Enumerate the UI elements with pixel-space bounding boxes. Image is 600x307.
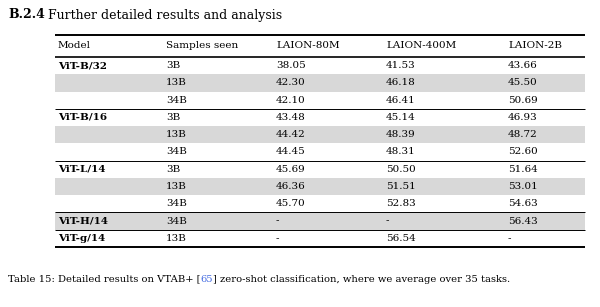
Text: 46.41: 46.41 bbox=[386, 96, 416, 105]
Text: Samples seen: Samples seen bbox=[166, 41, 238, 50]
Text: 52.83: 52.83 bbox=[386, 199, 416, 208]
Text: 48.72: 48.72 bbox=[508, 130, 538, 139]
Bar bbox=[55, 126, 585, 143]
Text: 45.69: 45.69 bbox=[276, 165, 306, 174]
Text: 50.50: 50.50 bbox=[386, 165, 416, 174]
Text: 44.42: 44.42 bbox=[276, 130, 306, 139]
Text: 52.60: 52.60 bbox=[508, 147, 538, 157]
Text: 13B: 13B bbox=[166, 182, 187, 191]
Text: 45.50: 45.50 bbox=[508, 78, 538, 87]
Text: 3B: 3B bbox=[166, 61, 180, 70]
Text: 43.66: 43.66 bbox=[508, 61, 538, 70]
Text: LAION-400M: LAION-400M bbox=[386, 41, 456, 50]
Text: Table 15: Detailed results on VTAB+ [: Table 15: Detailed results on VTAB+ [ bbox=[8, 274, 200, 283]
Text: 54.63: 54.63 bbox=[508, 199, 538, 208]
Text: 38.05: 38.05 bbox=[276, 61, 306, 70]
Text: 56.54: 56.54 bbox=[386, 234, 416, 243]
Text: 13B: 13B bbox=[166, 130, 187, 139]
Text: 3B: 3B bbox=[166, 165, 180, 174]
Text: B.2.4: B.2.4 bbox=[8, 9, 45, 21]
Text: 48.31: 48.31 bbox=[386, 147, 416, 157]
Text: -: - bbox=[508, 234, 511, 243]
Text: 65: 65 bbox=[200, 274, 213, 283]
Text: 34B: 34B bbox=[166, 147, 187, 157]
Text: Model: Model bbox=[58, 41, 91, 50]
Text: ViT-H/14: ViT-H/14 bbox=[58, 217, 108, 226]
Text: 43.48: 43.48 bbox=[276, 113, 306, 122]
Text: 45.14: 45.14 bbox=[386, 113, 416, 122]
Text: ViT-B/32: ViT-B/32 bbox=[58, 61, 107, 70]
Text: LAION-80M: LAION-80M bbox=[276, 41, 340, 50]
Text: 34B: 34B bbox=[166, 96, 187, 105]
Text: 41.53: 41.53 bbox=[386, 61, 416, 70]
Bar bbox=[55, 212, 585, 230]
Text: -: - bbox=[276, 217, 280, 226]
Text: Further detailed results and analysis: Further detailed results and analysis bbox=[40, 9, 282, 21]
Text: 13B: 13B bbox=[166, 234, 187, 243]
Text: -: - bbox=[276, 234, 280, 243]
Text: 50.69: 50.69 bbox=[508, 96, 538, 105]
Text: ] zero-shot classification, where we average over 35 tasks.: ] zero-shot classification, where we ave… bbox=[213, 274, 510, 283]
Text: ViT-g/14: ViT-g/14 bbox=[58, 234, 105, 243]
Text: ViT-L/14: ViT-L/14 bbox=[58, 165, 106, 174]
Text: 42.10: 42.10 bbox=[276, 96, 306, 105]
Text: 46.18: 46.18 bbox=[386, 78, 416, 87]
Text: 51.51: 51.51 bbox=[386, 182, 416, 191]
Text: 45.70: 45.70 bbox=[276, 199, 306, 208]
Text: 46.93: 46.93 bbox=[508, 113, 538, 122]
Text: 48.39: 48.39 bbox=[386, 130, 416, 139]
Text: 56.43: 56.43 bbox=[508, 217, 538, 226]
Text: 34B: 34B bbox=[166, 217, 187, 226]
Text: 53.01: 53.01 bbox=[508, 182, 538, 191]
Bar bbox=[55, 74, 585, 91]
Text: 46.36: 46.36 bbox=[276, 182, 306, 191]
Text: 3B: 3B bbox=[166, 113, 180, 122]
Text: 34B: 34B bbox=[166, 199, 187, 208]
Text: 51.64: 51.64 bbox=[508, 165, 538, 174]
Text: 42.30: 42.30 bbox=[276, 78, 306, 87]
Text: LAION-2B: LAION-2B bbox=[508, 41, 562, 50]
Bar bbox=[55, 178, 585, 195]
Text: 13B: 13B bbox=[166, 78, 187, 87]
Text: ViT-B/16: ViT-B/16 bbox=[58, 113, 107, 122]
Text: -: - bbox=[386, 217, 389, 226]
Text: 44.45: 44.45 bbox=[276, 147, 306, 157]
